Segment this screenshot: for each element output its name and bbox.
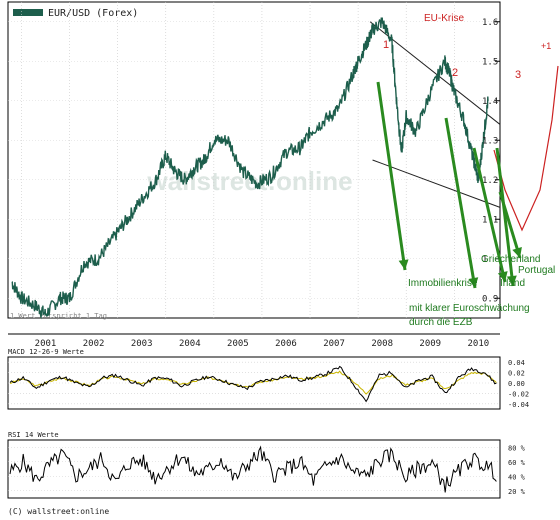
- x-tick-label: 2002: [83, 339, 105, 349]
- rsi-panel-frame: [7, 439, 501, 499]
- main-panel-frame: [7, 1, 501, 319]
- event-label: Griechenland: [481, 254, 540, 265]
- comment-line-2: durch die EZB: [409, 317, 473, 328]
- chart-title: EUR/USD (Forex): [48, 8, 138, 19]
- x-tick-label: 2003: [131, 339, 153, 349]
- red-annotation-label: +1: [541, 41, 551, 51]
- x-tick-label: 2006: [275, 339, 297, 349]
- macd-line: [9, 365, 497, 403]
- x-tick-label: 2010: [468, 339, 490, 349]
- macd-y-tick: -0.02: [508, 390, 529, 398]
- event-label: Immobilienkrise: [408, 278, 478, 289]
- comment-line-1: mit klarer Euroschwächung: [409, 303, 530, 314]
- red-annotation-label: 1: [383, 39, 389, 51]
- green-arrow-head: [506, 275, 517, 286]
- macd-y-tick: 0.04: [508, 359, 525, 367]
- y-tick-label: 1.2: [482, 176, 498, 186]
- x-tick-label: 2005: [227, 339, 249, 349]
- macd-y-tick: 0.00: [508, 380, 525, 388]
- green-arrow-shaft: [444, 117, 477, 289]
- chart-note: 1 Wert entspricht 1 Tag: [10, 312, 107, 320]
- projection-line: [493, 65, 559, 232]
- green-arrow-head: [468, 277, 479, 288]
- y-tick-label: 1.6: [482, 18, 498, 28]
- x-tick-label: 2009: [419, 339, 441, 349]
- macd-y-tick: 0.02: [508, 370, 525, 378]
- x-tick-label: 2004: [179, 339, 201, 349]
- x-tick-label: 2008: [371, 339, 393, 349]
- green-arrow-shaft: [376, 81, 407, 271]
- rsi-y-tick: 40 %: [508, 473, 526, 481]
- rsi-y-tick: 80 %: [508, 444, 526, 452]
- rsi-line: [9, 445, 497, 493]
- y-tick-label: 1.3: [482, 136, 498, 146]
- rsi-y-tick: 60 %: [508, 459, 526, 467]
- legend-swatch: [13, 9, 43, 16]
- macd-title: MACD 12-26-9 Werte: [8, 348, 84, 356]
- green-arrow-shaft: [498, 191, 522, 259]
- footer-copyright: (C) wallstreet:online: [8, 507, 109, 516]
- green-arrow-shaft: [495, 147, 515, 287]
- y-tick-label: 0.9: [482, 294, 498, 304]
- green-arrow-head: [497, 271, 508, 282]
- rsi-title: RSI 14 Werte: [8, 431, 59, 439]
- red-annotation-label: 3: [515, 69, 521, 81]
- green-arrow-shaft: [472, 147, 507, 283]
- green-arrow-head: [512, 246, 522, 258]
- y-tick-label: 1: [482, 255, 487, 265]
- event-label: Portugal: [518, 265, 555, 276]
- rsi-y-tick: 20 %: [508, 488, 526, 496]
- price-series-line: [11, 17, 489, 320]
- y-tick-label: 1.5: [482, 57, 498, 67]
- trendline-lower: [372, 159, 501, 208]
- x-tick-label: 2001: [35, 339, 57, 349]
- green-arrow-head: [398, 259, 409, 270]
- macd-y-tick: -0.04: [508, 401, 529, 409]
- y-tick-label: 1.4: [482, 97, 498, 107]
- event-label: Irland: [500, 278, 525, 289]
- red-annotation-label: 2: [452, 67, 458, 79]
- watermark: wallstreet:online: [146, 166, 352, 196]
- x-tick-label: 2007: [323, 339, 345, 349]
- red-annotation-label: EU-Krise: [424, 13, 464, 24]
